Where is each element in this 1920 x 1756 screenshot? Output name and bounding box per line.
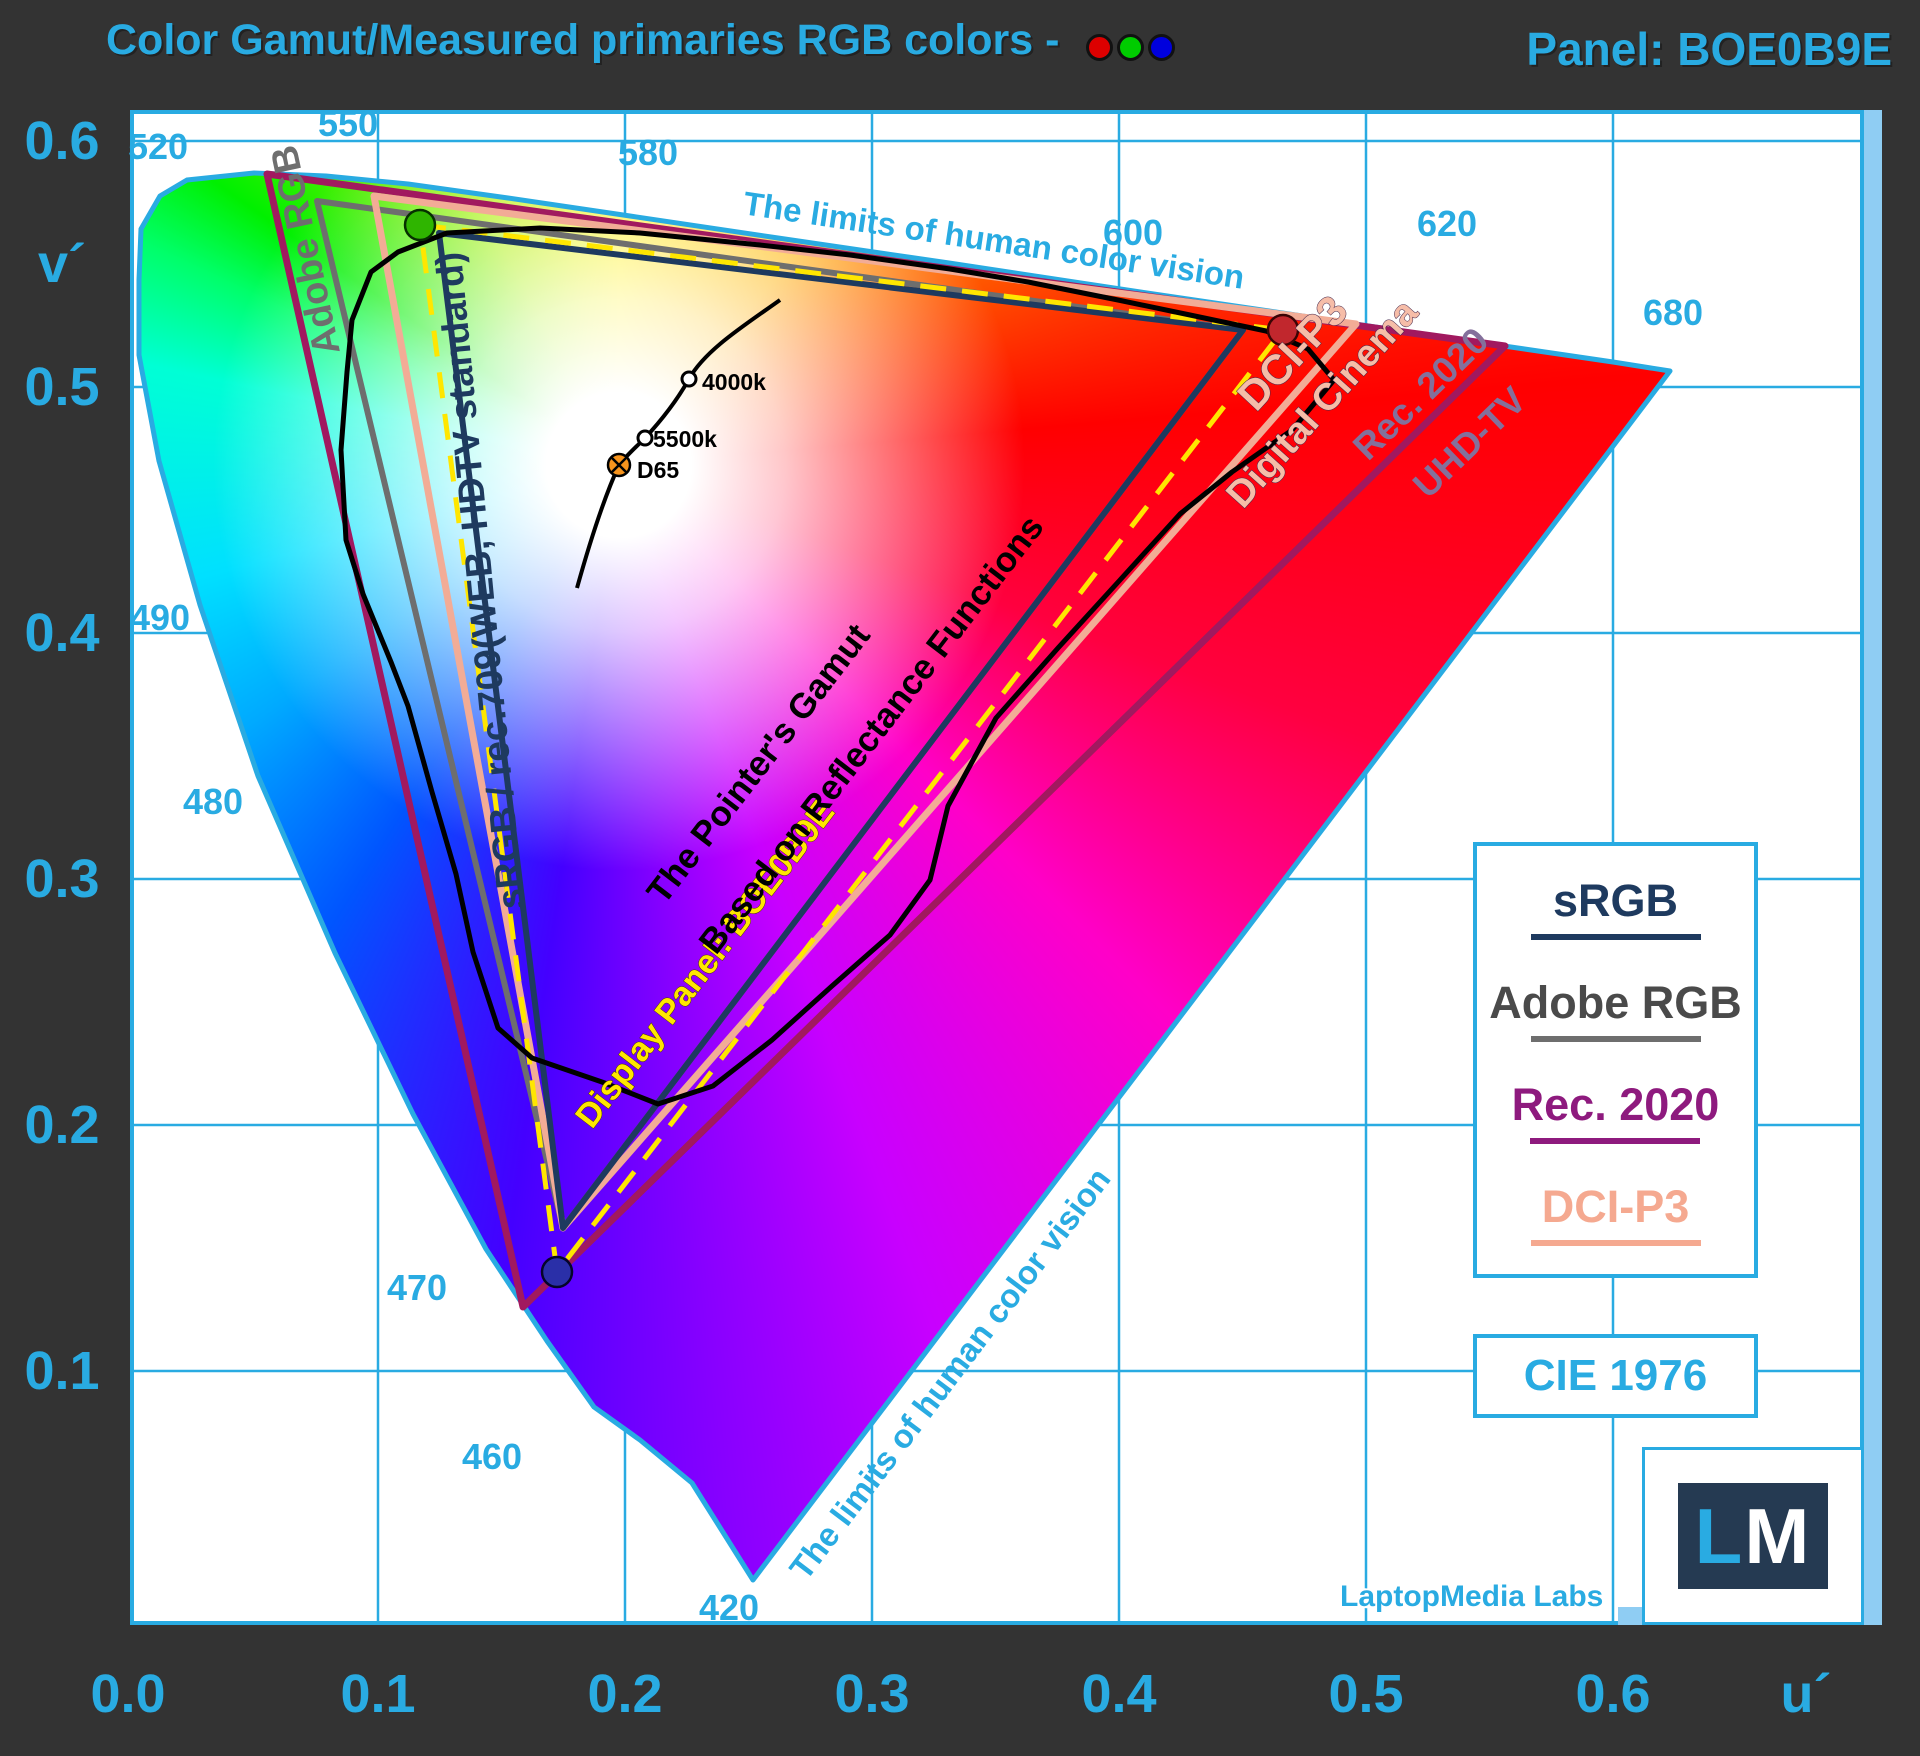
- green-dot-icon: [1117, 34, 1144, 61]
- legend-label-rec2020: Rec. 2020: [1511, 1078, 1720, 1130]
- laptopmedia-labs-watermark: LaptopMedia Labs: [1340, 1580, 1604, 1613]
- chart-title: Color Gamut/Measured primaries RGB color…: [106, 16, 1060, 64]
- wavelength-460: 460: [462, 1436, 522, 1477]
- srgb-triangle: [436, 230, 1246, 1231]
- measured-green-primary-dot: [403, 208, 437, 242]
- x-tick-0.0: 0.0: [90, 1664, 165, 1724]
- cie-1976-label: CIE 1976: [1523, 1351, 1708, 1400]
- blue-dot-icon: [1148, 34, 1175, 61]
- wavelength-470: 470: [387, 1267, 447, 1308]
- wavelength-490: 490: [130, 597, 190, 638]
- lm-logo-m: M: [1744, 1491, 1812, 1580]
- wavelength-520: 520: [128, 126, 188, 167]
- dci-p3-triangle: [370, 192, 1360, 1232]
- wavelength-680: 680: [1643, 292, 1703, 333]
- lm-logo-l: L: [1694, 1491, 1745, 1580]
- x-tick-0.2: 0.2: [587, 1664, 662, 1724]
- legend-underline-rec2020: [1530, 1137, 1701, 1144]
- x-tick-0.6: 0.6: [1575, 1664, 1650, 1724]
- y-tick-0.4: 0.4: [24, 603, 99, 663]
- white-point-4000k-marker: [680, 370, 698, 388]
- measured-blue-primary-dot: [540, 1255, 574, 1289]
- wavelength-420: 420: [699, 1587, 759, 1628]
- y-axis-label: v´: [38, 234, 86, 294]
- red-dot-icon: [1086, 34, 1113, 61]
- legend-underline-srgb: [1530, 933, 1701, 940]
- white-point-4000k-label: 4000k: [702, 369, 766, 395]
- legend-label-adobe-rgb: Adobe RGB: [1489, 976, 1742, 1028]
- x-tick-0.5: 0.5: [1328, 1664, 1403, 1724]
- d65-marker: [606, 452, 632, 478]
- plot-right-band: [1864, 110, 1882, 1625]
- legend-entry-rec2020: Rec. 2020: [1511, 1078, 1720, 1144]
- wavelength-620: 620: [1417, 203, 1477, 244]
- y-tick-0.3: 0.3: [24, 849, 99, 909]
- legend-underline-adobe-rgb: [1530, 1035, 1701, 1042]
- x-axis-label: u´: [1781, 1664, 1832, 1724]
- x-tick-0.1: 0.1: [340, 1664, 415, 1724]
- adobe-rgb-label: Adobe RGB: [263, 142, 348, 359]
- y-tick-0.6: 0.6: [24, 111, 99, 171]
- d65-x-icon: [611, 457, 627, 473]
- legend-entry-adobe-rgb: Adobe RGB: [1489, 977, 1742, 1042]
- limits-label-bottom: The limits of human color vision: [782, 1161, 1117, 1586]
- y-tick-0.5: 0.5: [24, 357, 99, 417]
- legend-label-dci-p3: DCI-P3: [1541, 1180, 1690, 1232]
- cie-1976-box: CIE 1976: [1473, 1334, 1758, 1418]
- y-tick-0.2: 0.2: [24, 1095, 99, 1155]
- white-point-5500k-marker: [636, 429, 654, 447]
- x-tick-0.4: 0.4: [1081, 1664, 1156, 1724]
- measured-panel-triangle: [417, 222, 1286, 1275]
- wavelength-550: 550: [318, 103, 378, 144]
- wavelength-480: 480: [183, 781, 243, 822]
- legend-underline-dci-p3: [1530, 1239, 1701, 1246]
- legend-entry-dci-p3: DCI-P3: [1530, 1180, 1701, 1246]
- wavelength-580: 580: [618, 132, 678, 173]
- panel-name: Panel: BOE0B9E: [1526, 23, 1892, 75]
- legend-label-srgb: sRGB: [1552, 874, 1679, 926]
- legend-entry-srgb: sRGB: [1530, 874, 1701, 940]
- d65-label: D65: [637, 457, 679, 483]
- x-tick-0.3: 0.3: [834, 1664, 909, 1724]
- pointer-gamut-curve: [338, 225, 1337, 1107]
- white-point-5500k-label: 5500k: [653, 426, 717, 452]
- wavelength-600: 600: [1103, 212, 1163, 253]
- y-tick-0.1: 0.1: [24, 1341, 99, 1401]
- rgb-dots-icon: [1086, 34, 1175, 61]
- gamut-legend: sRGB Adobe RGB Rec. 2020 DCI-P3: [1473, 842, 1758, 1278]
- measured-red-primary-dot: [1266, 313, 1300, 347]
